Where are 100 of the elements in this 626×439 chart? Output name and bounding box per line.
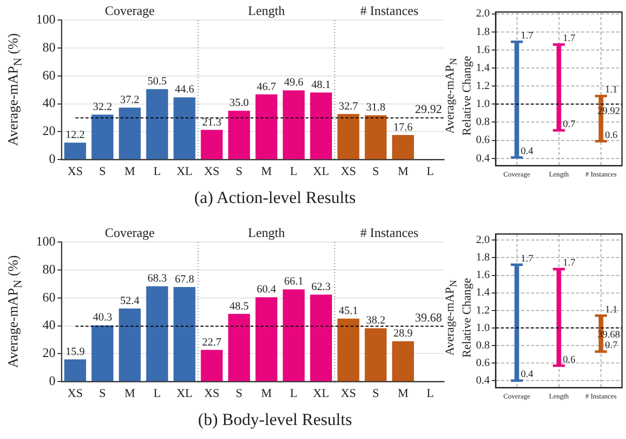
annotation: 0.6 [604, 130, 618, 141]
data-label: 45.1 [338, 305, 358, 318]
data-label: 66.1 [284, 276, 304, 288]
y-tick-label: 2.0 [476, 234, 490, 246]
x-tick-label: M [398, 164, 409, 178]
bar [514, 41, 520, 158]
x-tick-label: S [99, 164, 106, 178]
y-tick-label: 0.8 [476, 339, 490, 352]
text: Coverage [104, 2, 155, 18]
annotation: 0.7 [562, 118, 576, 130]
x-tick-label: XL [313, 386, 330, 400]
y-tick-label: 1.2 [476, 80, 490, 92]
y-tick-label: 0.6 [476, 134, 490, 146]
bar [118, 108, 141, 160]
x-tick-label: L [290, 386, 298, 400]
annotation: 0.4 [520, 369, 534, 380]
bar [92, 325, 114, 382]
ref-line-label: 29.92 [415, 102, 442, 116]
data-label: 52.4 [120, 294, 140, 307]
data-label: 15.9 [66, 346, 86, 358]
bar [118, 308, 141, 382]
y-tick-label: 0.8 [476, 116, 490, 128]
bar [337, 318, 360, 382]
bar [146, 89, 168, 160]
bar [514, 264, 520, 381]
annotation: 1.1 [604, 84, 618, 96]
x-tick-label: XS [340, 386, 356, 400]
annotation: 1.1 [604, 304, 618, 316]
bar [228, 314, 250, 382]
y-tick-label: 1.6 [476, 269, 490, 282]
bar [200, 350, 223, 382]
x-tick-label: XS [67, 386, 83, 400]
y-tick-label: 60 [42, 67, 56, 82]
x-tick-label: S [372, 164, 380, 178]
data-label: 21.3 [202, 116, 222, 128]
x-tick-label: M [261, 386, 272, 400]
data-label: 48.5 [229, 300, 250, 312]
x-tick-label: XL [176, 386, 192, 400]
y-tick-label: 20 [42, 345, 56, 360]
x-tick-label: L [290, 164, 298, 178]
text: # Instances [360, 2, 418, 18]
y-tick-label: 40 [42, 317, 56, 332]
x-tick-label: XS [67, 164, 83, 178]
x-tick-label: S [99, 386, 106, 400]
bar [92, 114, 114, 160]
annotation: 0.6 [562, 354, 576, 366]
bar [310, 92, 332, 160]
annotation: 1.7 [520, 30, 534, 42]
x-tick-label: M [124, 164, 136, 178]
annotation: 1.7 [520, 253, 534, 264]
y-tick-label: 0 [49, 151, 56, 166]
data-label: 62.3 [311, 281, 332, 294]
x-tick-label: XS [340, 164, 356, 178]
x-tick-label: M [261, 164, 272, 178]
y-tick-label: 1.8 [476, 26, 490, 38]
text: (a) Action-level Results [193, 188, 357, 208]
x-tick-label: S [236, 386, 242, 400]
y-tick-label: 20 [42, 123, 56, 138]
data-label: 67.8 [174, 273, 195, 286]
y-tick-label: 0.4 [476, 152, 490, 164]
x-tick-label: XS [204, 386, 220, 400]
data-label: 28.9 [393, 328, 414, 340]
data-label: 37.2 [120, 94, 140, 106]
bar [364, 115, 387, 160]
x-tick-label: M [124, 386, 136, 400]
x-tick-label: XL [176, 164, 192, 178]
bar [310, 294, 332, 382]
y-tick-label: 0.6 [476, 356, 490, 369]
y-tick-label: 1.4 [476, 286, 490, 299]
bar [282, 289, 305, 382]
y-tick-label: 1.6 [476, 44, 490, 56]
bar [200, 130, 223, 160]
y-tick-label: 1.8 [476, 252, 490, 264]
bar [174, 286, 196, 382]
y-tick-label: 100 [36, 233, 56, 248]
data-label: 35.0 [229, 97, 250, 110]
bar [282, 90, 305, 160]
bar [392, 341, 414, 382]
y-tick-label: 0.4 [476, 374, 490, 386]
x-tick-label: L [426, 386, 434, 400]
data-label: 50.5 [148, 75, 168, 88]
annotation: 0.4 [520, 146, 534, 158]
bar [337, 114, 360, 160]
x-tick-label: L [426, 164, 434, 178]
x-tick-label: S [372, 386, 380, 400]
y-tick-label: 100 [36, 11, 56, 26]
bar [174, 97, 196, 160]
annotation: 0.7 [604, 340, 618, 352]
data-label: 40.3 [92, 312, 113, 324]
bar [228, 110, 250, 160]
bar [556, 268, 562, 366]
y-tick-label: 1.0 [476, 322, 490, 334]
data-label: 17.6 [393, 121, 414, 134]
text: # Instances [360, 224, 418, 240]
annotation: 1.7 [562, 258, 576, 269]
y-tick-label: 2.0 [476, 8, 490, 20]
x-tick-label: XL [313, 164, 330, 178]
y-tick-label: 60 [42, 289, 56, 304]
data-label: 68.3 [148, 272, 168, 285]
data-label: 49.6 [284, 76, 304, 89]
